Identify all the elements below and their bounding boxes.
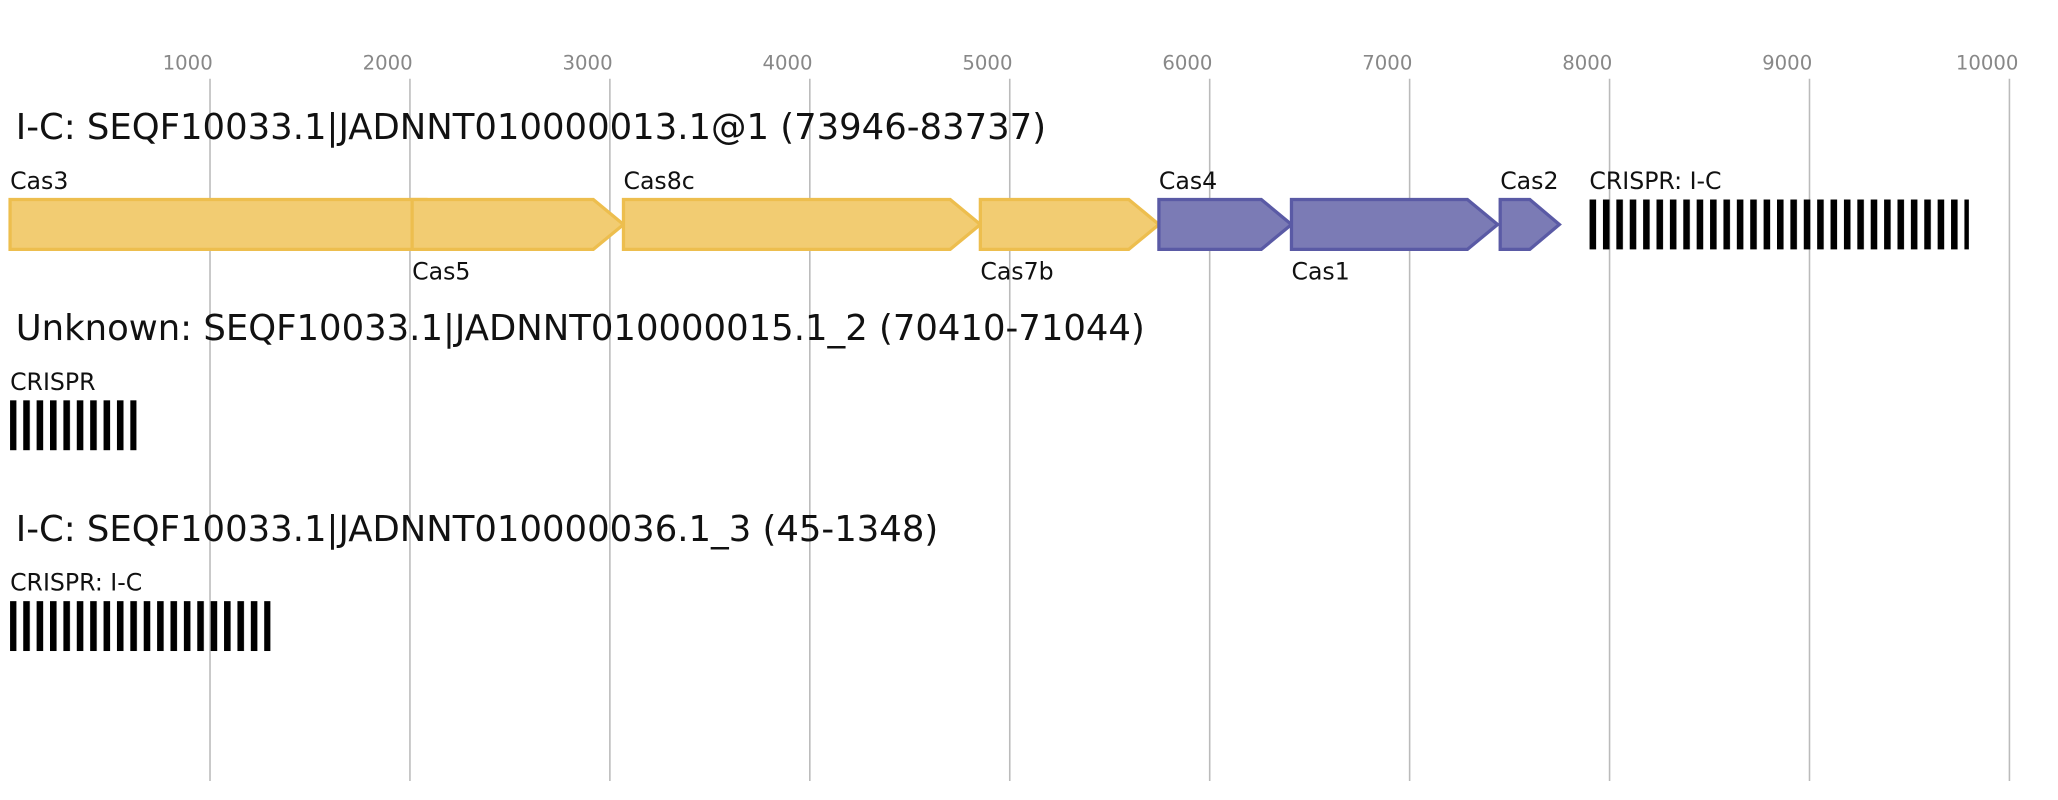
feature-label: Cas4 <box>1159 167 1217 195</box>
tick-label: 8000 <box>1562 52 1612 75</box>
gene-arrow <box>1157 197 1295 252</box>
tick-label: 10000 <box>1956 52 2019 75</box>
tick-label: 5000 <box>962 52 1012 75</box>
gene-arrow <box>8 197 460 252</box>
tick-label: 1000 <box>163 52 213 75</box>
tick-label: 4000 <box>762 52 812 75</box>
record-title: I-C: SEQF10033.1|JADNNT010000036.1_3 (45… <box>16 509 938 550</box>
crispr-array <box>10 400 137 451</box>
gene-arrow <box>621 197 983 252</box>
feature-label: Cas3 <box>10 167 68 195</box>
gene-arrow <box>410 197 627 252</box>
gene-arrow <box>1289 197 1501 252</box>
tick-label: 6000 <box>1162 52 1212 75</box>
record-title: I-C: SEQF10033.1|JADNNT010000013.1@1 (73… <box>16 107 1046 148</box>
feature-label: CRISPR <box>10 368 95 396</box>
feature-label: CRISPR: I-C <box>10 569 142 597</box>
feature-label: Cas8c <box>623 167 694 195</box>
record-title: Unknown: SEQF10033.1|JADNNT010000015.1_2… <box>16 308 1145 349</box>
tick-label: 7000 <box>1362 52 1412 75</box>
crispr-array <box>10 601 271 652</box>
feature-label: Cas1 <box>1291 258 1349 286</box>
feature-label: CRISPR: I-C <box>1589 167 1721 195</box>
tick-label: 9000 <box>1762 52 1812 75</box>
feature-label: Cas2 <box>1500 167 1558 195</box>
crispr-array <box>1589 199 1969 250</box>
tick-label: 3000 <box>563 52 613 75</box>
gene-arrow <box>978 197 1162 252</box>
tick-label: 2000 <box>363 52 413 75</box>
feature-label: Cas7b <box>980 258 1053 286</box>
feature-label: Cas5 <box>412 258 470 286</box>
gene-arrow <box>1498 197 1562 252</box>
